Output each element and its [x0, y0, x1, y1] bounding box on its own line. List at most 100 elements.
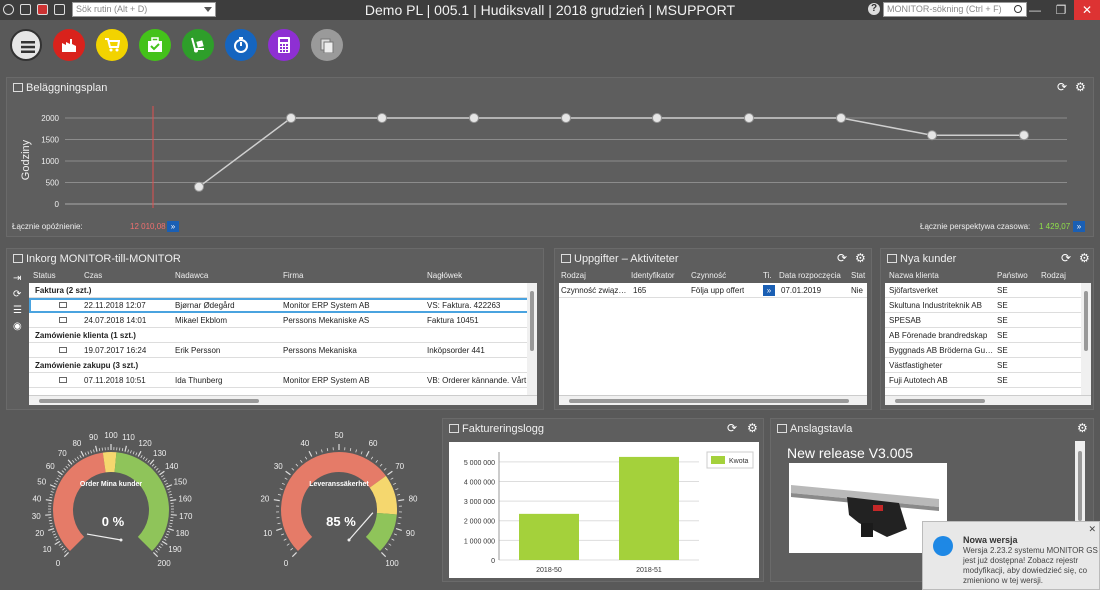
col-status[interactable]: Status: [33, 271, 56, 280]
bar[interactable]: [519, 513, 579, 560]
close-icon[interactable]: ✕: [1088, 524, 1096, 534]
leveranssakerhet-gauge[interactable]: 0 10 20 30 40 50 60 70 80 90 100 Leveranssäkerhet 85…: [244, 425, 434, 585]
restore-button[interactable]: ❐: [1055, 3, 1067, 17]
eye-icon[interactable]: ◉: [13, 321, 22, 332]
table-row[interactable]: 22.11.2018 12:07 Bjørnar Ødegård Monitor E…: [29, 298, 537, 313]
table-row[interactable]: 07.11.2018 10:51 Ida Thunberg Monitor ERP …: [29, 373, 537, 388]
data-point[interactable]: [377, 113, 387, 123]
col-firma[interactable]: Firma: [283, 271, 304, 280]
total-delay-arrow-button[interactable]: »: [167, 221, 179, 232]
table-row[interactable]: 24.07.2018 14:01 Mikael Ekblom Perssons Me…: [29, 313, 537, 328]
nya-kunder-vertical-scrollbar[interactable]: [1081, 283, 1091, 395]
table-row[interactable]: Czynność związ… 165 Följa upp offert » 0…: [559, 283, 867, 298]
data-point[interactable]: [927, 130, 937, 141]
refresh-icon[interactable]: ⟳: [837, 251, 848, 265]
minimize-button[interactable]: —: [1029, 3, 1041, 17]
open-activity-arrow-button[interactable]: »: [763, 285, 775, 296]
note-icon[interactable]: [54, 4, 65, 15]
table-row[interactable]: Västfastigheter SE: [885, 358, 1091, 373]
refresh-icon[interactable]: ⟳: [727, 421, 738, 435]
nya-kunder-horizontal-scrollbar[interactable]: [885, 395, 1091, 405]
col-czas[interactable]: Czas: [84, 271, 103, 280]
col-identyfikator[interactable]: Identyfikator: [631, 271, 675, 280]
col-nadawca[interactable]: Nadawca: [175, 271, 209, 280]
window-icon[interactable]: [20, 4, 31, 15]
data-point[interactable]: [652, 113, 662, 123]
gauge-tick-label: 20: [35, 529, 44, 538]
invoice-bar-chart[interactable]: 0 1 000 000 2 000 000 3 000 000 4 000 000 5 0…: [449, 442, 759, 578]
data-point[interactable]: [1019, 130, 1029, 141]
app-logo-icon[interactable]: [3, 4, 14, 15]
calculator-button[interactable]: [268, 29, 300, 61]
group-row[interactable]: Zamówienie zakupu (3 szt.): [29, 358, 537, 373]
group-row[interactable]: Zamówienie klienta (1 szt.): [29, 328, 537, 343]
data-point[interactable]: [836, 113, 846, 123]
table-row[interactable]: 19.07.2017 16:24 Erik Persson Perssons Mek…: [29, 343, 537, 358]
data-point[interactable]: [286, 113, 296, 123]
col-panstwo[interactable]: Państwo: [997, 271, 1028, 280]
menu-button[interactable]: [10, 29, 42, 61]
documents-button[interactable]: [311, 29, 343, 61]
bar[interactable]: [619, 456, 679, 560]
monitor-search-placeholder: MONITOR-sökning (Ctrl + F): [887, 4, 1002, 14]
inkorg-grid: Status Czas Nadawca Firma Nagłówek Faktu…: [29, 269, 537, 405]
total-horizon-arrow-button[interactable]: »: [1073, 221, 1085, 232]
table-row[interactable]: Byggnads AB Bröderna Gu… SE: [885, 343, 1091, 358]
refresh-icon[interactable]: ⟳: [13, 289, 22, 300]
load-line-chart[interactable]: Godziny 0 500 1000 1500 2000: [7, 98, 1093, 214]
gauge-tick-label: 10: [43, 545, 52, 554]
monitor-search-input[interactable]: MONITOR-sökning (Ctrl + F): [883, 2, 1027, 17]
info-icon: [933, 536, 953, 556]
table-row[interactable]: Skultuna Industriteknik AB SE: [885, 298, 1091, 313]
gauge-tick: [161, 540, 168, 545]
col-rodzaj[interactable]: Rodzaj: [561, 271, 586, 280]
quick-search-dropdown[interactable]: Sök rutin (Alt + D): [72, 2, 216, 17]
list-add-icon[interactable]: ☰: [13, 305, 22, 316]
help-icon[interactable]: ?: [868, 3, 880, 15]
production-button[interactable]: [53, 29, 85, 61]
cell-naglowek: VB: Orderer kännande. Vårt o: [427, 376, 527, 385]
gear-icon[interactable]: ⚙: [1077, 421, 1088, 435]
new-version-notification[interactable]: Nowa wersja Wersja 2.23.2 systemu MONITO…: [922, 521, 1100, 590]
belaggningsplan-header: Beläggningsplan ⟳ ⚙: [7, 78, 1093, 98]
anslagstavla-vertical-scrollbar[interactable]: [1075, 441, 1085, 577]
refresh-icon[interactable]: ⟳: [1061, 251, 1072, 265]
sign-in-icon[interactable]: ⇥: [13, 273, 22, 284]
table-row[interactable]: Fuji Autotech AB SE: [885, 373, 1091, 388]
data-point[interactable]: [194, 181, 204, 192]
uppgifter-horizontal-scrollbar[interactable]: [559, 395, 867, 405]
group-row[interactable]: Faktura (2 szt.): [29, 283, 537, 298]
data-point[interactable]: [744, 113, 754, 123]
gear-icon[interactable]: ⚙: [1079, 251, 1090, 265]
col-nazwa-klienta[interactable]: Nazwa klienta: [889, 271, 939, 280]
gauge-tick: [145, 458, 148, 462]
inkorg-horizontal-scrollbar[interactable]: [29, 395, 537, 405]
gear-icon[interactable]: ⚙: [1075, 80, 1086, 94]
col-ti[interactable]: Ti.: [763, 271, 772, 280]
col-data-rozpoczecia[interactable]: Data rozpoczęcia: [779, 271, 841, 280]
alert-icon[interactable]: [37, 4, 48, 15]
data-point[interactable]: [469, 113, 479, 123]
inventory-button[interactable]: [182, 29, 214, 61]
search-icon[interactable]: [1014, 5, 1022, 13]
table-row[interactable]: Sjöfartsverket SE: [885, 283, 1091, 298]
col-stat[interactable]: Stat: [851, 271, 866, 280]
gear-icon[interactable]: ⚙: [855, 251, 866, 265]
table-row[interactable]: AB Förenade brandredskap SE: [885, 328, 1091, 343]
gauge-tick: [291, 552, 297, 558]
sales-button[interactable]: [96, 29, 128, 61]
close-button[interactable]: ✕: [1074, 0, 1100, 20]
gauge-tick: [60, 545, 64, 549]
purchase-button[interactable]: [139, 29, 171, 61]
col-naglowek[interactable]: Nagłówek: [427, 271, 463, 280]
table-row[interactable]: SPESAB SE: [885, 313, 1091, 328]
data-point[interactable]: [561, 113, 571, 123]
col-czynnosc[interactable]: Czynność: [691, 271, 727, 280]
refresh-icon[interactable]: ⟳: [1057, 80, 1068, 94]
nya-kunder-panel: Nya kunder ⟳ ⚙ Nazwa klienta Państwo Rod…: [880, 248, 1094, 410]
inkorg-vertical-scrollbar[interactable]: [527, 283, 537, 395]
economy-button[interactable]: [225, 29, 257, 61]
gear-icon[interactable]: ⚙: [747, 421, 758, 435]
col-rodzaj[interactable]: Rodzaj: [1041, 271, 1066, 280]
